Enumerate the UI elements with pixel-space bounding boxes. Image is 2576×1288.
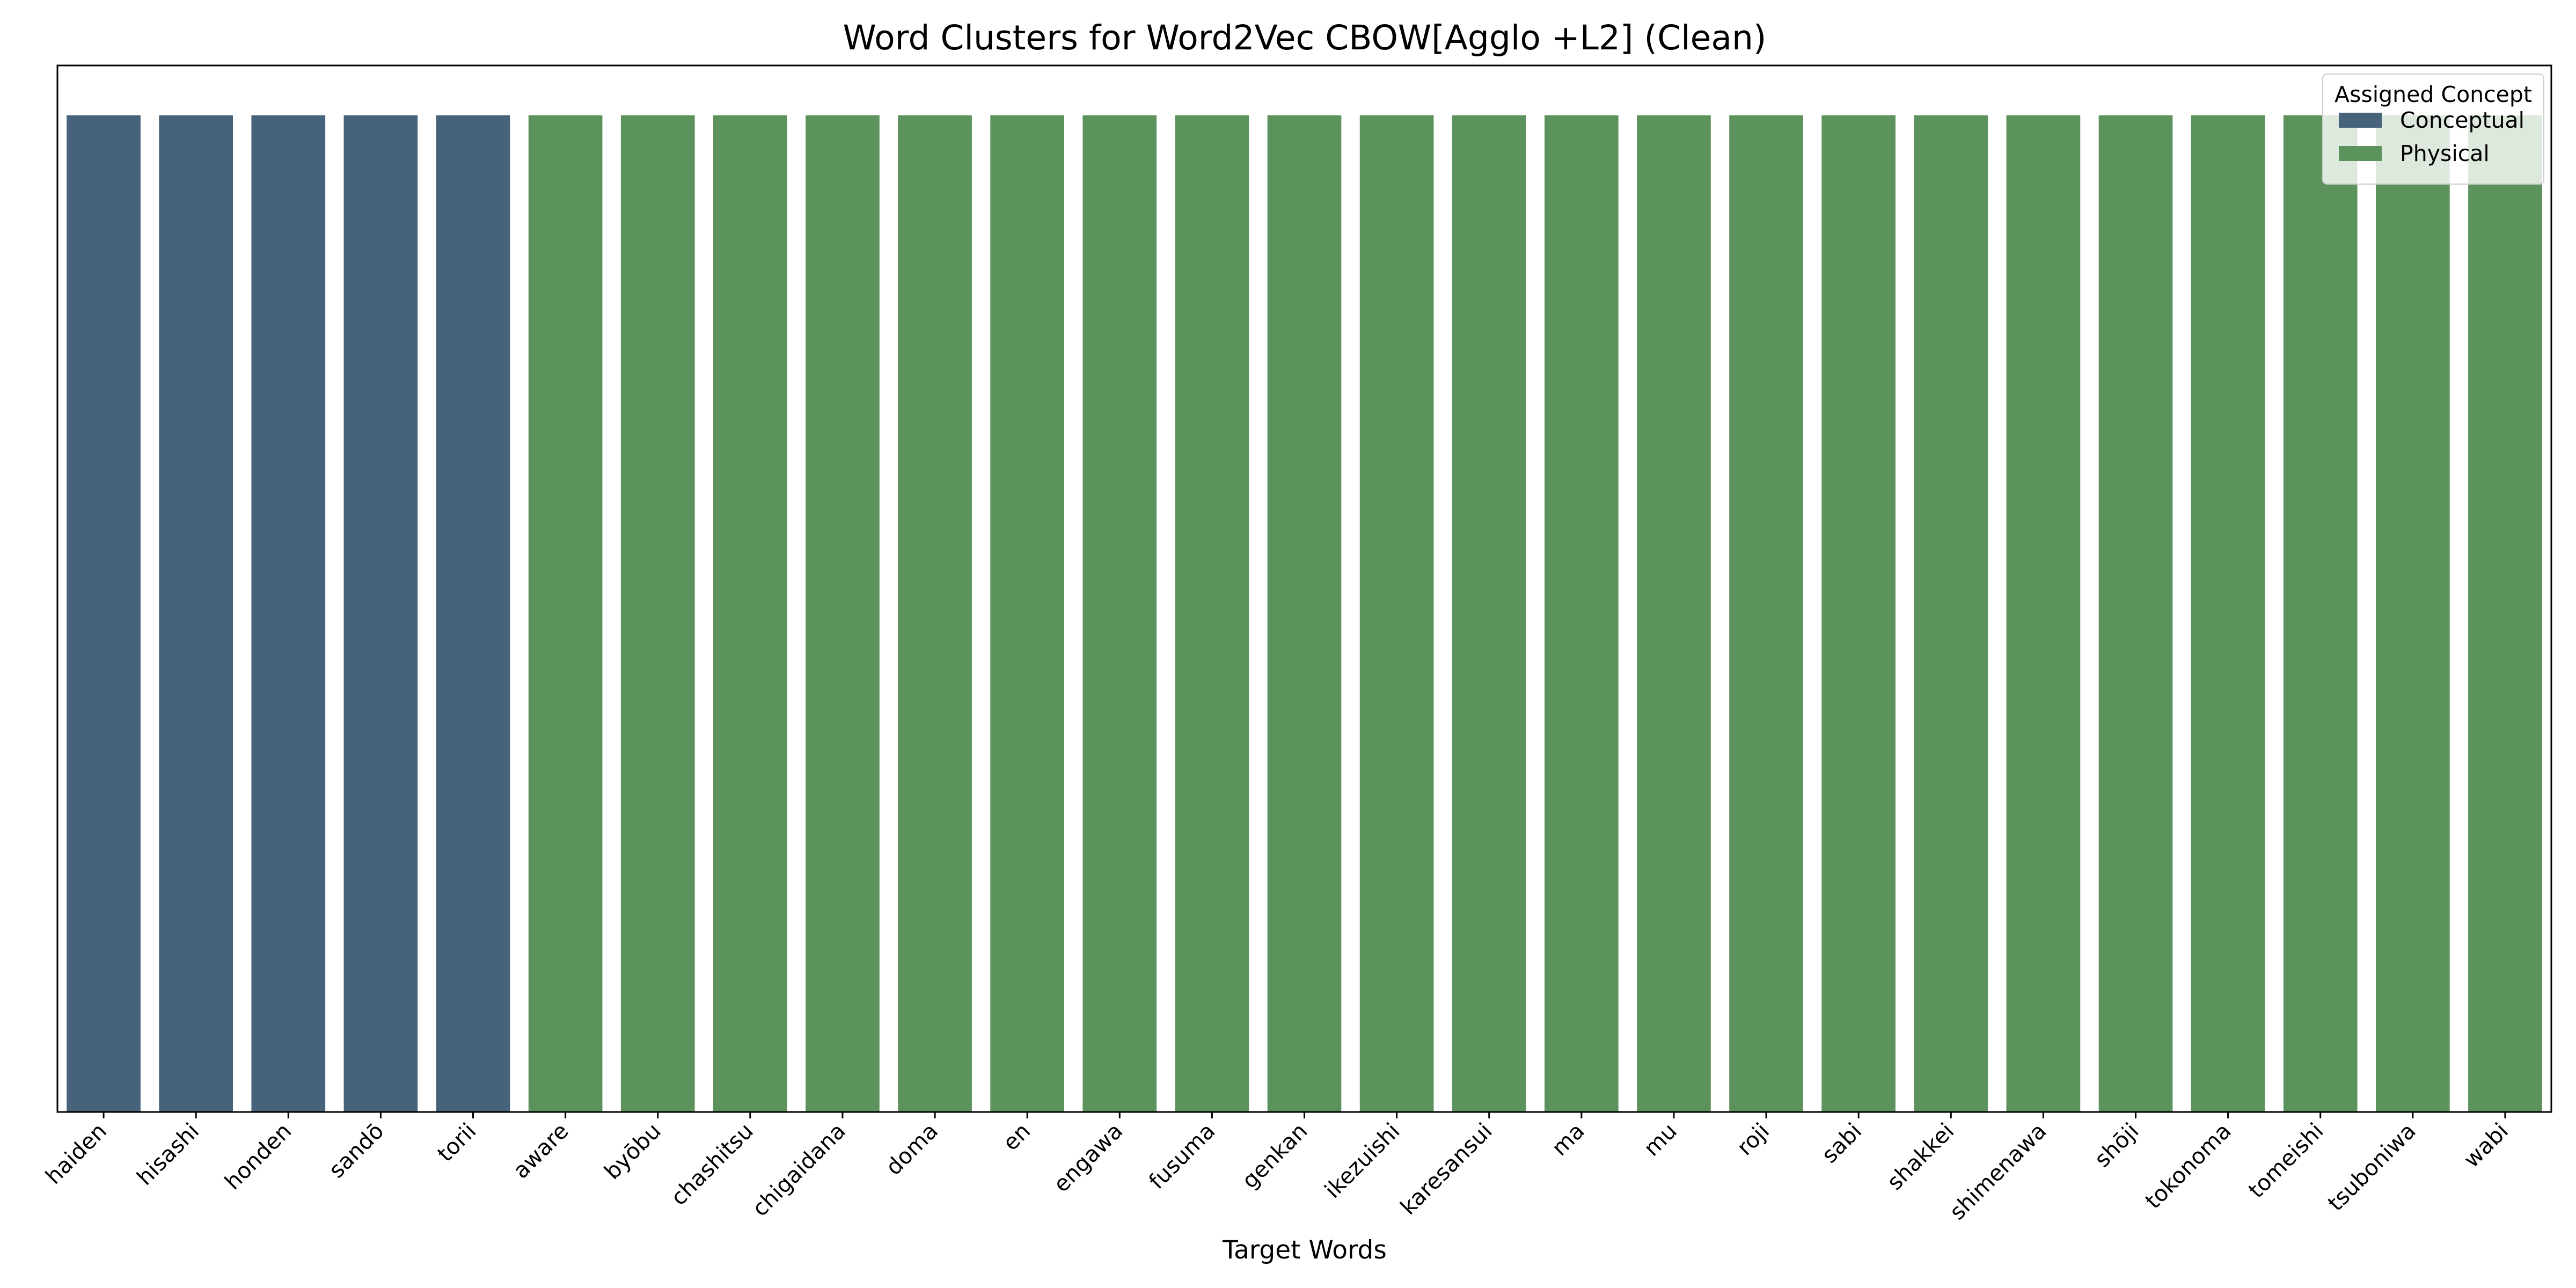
legend-swatch-0: [2339, 113, 2382, 128]
x-tick-label-19: sabi: [1817, 1118, 1867, 1168]
x-tick-label-21: shimenawa: [1944, 1118, 2051, 1225]
x-tick-label-25: tsuboniwa: [2323, 1118, 2421, 1216]
x-tick-label-10: en: [998, 1118, 1035, 1155]
x-tick-label-14: ikezuishi: [1320, 1118, 1405, 1203]
bar-18: [1729, 115, 1803, 1113]
x-ticks-group: haiden hisashi honden sandō torii aware byōbu c…: [40, 1112, 2513, 1225]
x-tick-label-1: hisashi: [131, 1118, 204, 1190]
x-tick-label-7: chashitsu: [665, 1118, 758, 1210]
x-tick-label-3: sandō: [324, 1118, 389, 1183]
bar-15: [1452, 115, 1526, 1113]
legend: Assigned Concept Conceptual Physical: [2322, 74, 2544, 185]
x-tick-label-6: byōbu: [599, 1118, 666, 1184]
x-tick-label-17: mu: [1638, 1118, 1682, 1161]
legend-swatch-1: [2339, 146, 2382, 161]
x-tick-label-9: doma: [881, 1118, 943, 1180]
x-tick-label-18: roji: [1732, 1118, 1774, 1160]
x-tick-label-5: aware: [508, 1118, 573, 1183]
x-tick-label-4: torii: [432, 1118, 481, 1167]
bar-17: [1637, 115, 1711, 1113]
bar-19: [1821, 115, 1896, 1113]
bar-9: [898, 115, 972, 1113]
x-tick-label-8: chigaidana: [747, 1118, 851, 1221]
chart-title: Word Clusters for Word2Vec CBOW[Agglo +L…: [843, 18, 1767, 57]
x-tick-label-12: fusuma: [1144, 1118, 1220, 1194]
x-tick-label-15: karesansui: [1395, 1118, 1497, 1220]
bar-21: [2006, 115, 2081, 1113]
x-tick-label-2: honden: [219, 1118, 296, 1195]
legend-entries: Conceptual Physical: [2339, 107, 2524, 166]
x-tick-label-26: wabi: [2458, 1118, 2513, 1173]
x-tick-label-16: ma: [1547, 1118, 1590, 1161]
x-tick-label-22: shōji: [2089, 1118, 2143, 1172]
x-tick-label-11: engawa: [1049, 1118, 1128, 1197]
x-tick-label-23: tokonoma: [2140, 1118, 2236, 1214]
bar-2: [251, 115, 326, 1113]
bar-5: [528, 115, 603, 1113]
bars-group: [67, 115, 2542, 1113]
bar-3: [343, 115, 418, 1113]
bar-7: [713, 115, 787, 1113]
bar-1: [159, 115, 233, 1113]
legend-label-0: Conceptual: [2400, 107, 2524, 133]
bar-6: [620, 115, 695, 1113]
bar-12: [1175, 115, 1249, 1113]
bar-4: [436, 115, 510, 1113]
x-tick-label-13: genkan: [1237, 1118, 1313, 1194]
bar-11: [1082, 115, 1157, 1113]
x-tick-label-24: tomeishi: [2243, 1118, 2329, 1203]
bar-24: [2283, 115, 2358, 1113]
legend-label-1: Physical: [2400, 141, 2490, 166]
bar-8: [806, 115, 880, 1113]
x-tick-label-20: shakkei: [1882, 1118, 1959, 1195]
bar-26: [2468, 115, 2542, 1113]
bar-23: [2191, 115, 2265, 1113]
bar-14: [1359, 115, 1434, 1113]
bar-22: [2098, 115, 2173, 1113]
bar-10: [990, 115, 1065, 1113]
bar-0: [67, 115, 141, 1113]
bar-25: [2375, 115, 2450, 1113]
legend-title: Assigned Concept: [2334, 82, 2532, 107]
bar-16: [1544, 115, 1619, 1113]
bar-13: [1267, 115, 1342, 1113]
x-tick-label-0: haiden: [40, 1118, 112, 1189]
bar-20: [1914, 115, 1988, 1113]
x-axis-label: Target Words: [1222, 1235, 1387, 1265]
